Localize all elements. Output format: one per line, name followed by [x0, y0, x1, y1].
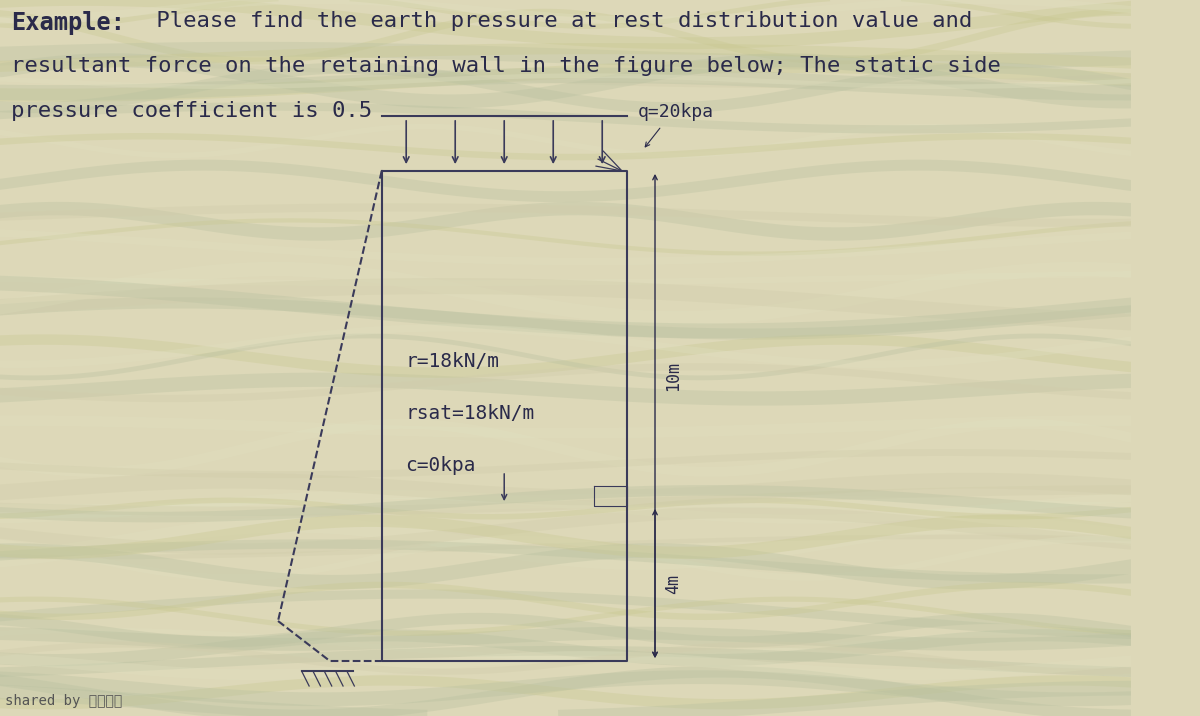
- Text: q=20kpa: q=20kpa: [638, 103, 714, 121]
- Text: Please find the earth pressure at rest distribution value and: Please find the earth pressure at rest d…: [143, 11, 972, 31]
- Text: resultant force on the retaining wall in the figure below; The static side: resultant force on the retaining wall in…: [11, 56, 1001, 76]
- Text: pressure coefficient is 0.5: pressure coefficient is 0.5: [11, 101, 372, 121]
- Text: Example:: Example:: [11, 11, 125, 35]
- Text: rsat=18kN/m: rsat=18kN/m: [406, 404, 534, 422]
- Text: r=18kN/m: r=18kN/m: [406, 352, 499, 370]
- Text: 10m: 10m: [665, 361, 683, 391]
- Text: 4m: 4m: [665, 574, 683, 594]
- Text: c=0kpa: c=0kpa: [406, 455, 475, 475]
- Text: shared by 往日时光: shared by 往日时光: [5, 694, 122, 708]
